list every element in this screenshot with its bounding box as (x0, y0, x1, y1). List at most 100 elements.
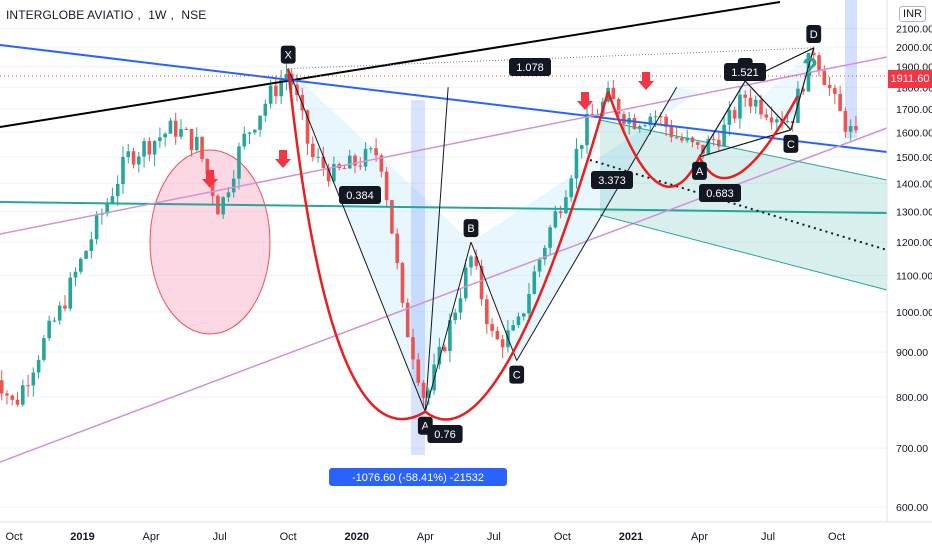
ratio-bc2-text: 3.373 (598, 175, 626, 187)
highlight-ellipse[interactable] (149, 149, 271, 335)
candle-body (695, 142, 700, 145)
candle-body (511, 325, 515, 331)
time-axis-bg (0, 522, 932, 550)
point-c2[interactable]: C (783, 134, 799, 153)
candle-body (822, 70, 827, 85)
ratio-bcd-text: 1.521 (731, 67, 759, 79)
blue-trendline[interactable] (0, 44, 888, 153)
candle-body (311, 143, 315, 158)
price-tick-label: 1200.00 (896, 237, 932, 249)
point-c2-bg (783, 134, 799, 153)
candle-body (500, 339, 505, 348)
candle-body (195, 136, 199, 151)
point-b1[interactable]: B (463, 219, 479, 238)
candle-body (717, 139, 721, 147)
candle-body (42, 338, 46, 360)
candle-body (405, 302, 410, 338)
ratio-xab[interactable]: 0.384 (339, 186, 381, 204)
candle-body (179, 128, 183, 137)
time-tick-label: Oct (554, 531, 571, 543)
channel-top (599, 119, 888, 181)
down-arrow-icon (638, 72, 654, 90)
candle-body (10, 395, 15, 400)
candle-body (427, 390, 431, 398)
ratio-xd[interactable]: 1.078 (509, 58, 551, 76)
price-axis[interactable]: 2100.002000.001900.001800.001700.001600.… (886, 0, 932, 550)
ratio-abc2[interactable]: 0.683 (699, 184, 741, 202)
currency-badge[interactable]: INR (899, 6, 926, 22)
candle-body (326, 167, 331, 182)
dotted-projection (589, 159, 888, 251)
candle-body (474, 256, 479, 267)
candle-body (242, 133, 247, 147)
candle-body (52, 320, 57, 322)
ratio-abc2-bg (699, 184, 741, 202)
candle-body (136, 156, 141, 165)
candle-body (342, 168, 347, 170)
point-x-bg (280, 45, 296, 64)
time-tick-label: Apr (143, 531, 160, 543)
ratio-bc2[interactable]: 3.373 (591, 171, 633, 189)
price-tick-label: 1500.00 (896, 152, 932, 164)
price-tick-label: 1600.00 (896, 127, 932, 139)
point-x[interactable]: X (280, 45, 296, 64)
candle-body (469, 256, 473, 268)
ratio-abc[interactable]: 0.76 (427, 425, 463, 443)
candle-body (458, 298, 463, 313)
candle-body (126, 151, 131, 158)
time-tick-label: Apr (417, 531, 434, 543)
candle-body (221, 197, 225, 215)
candle-body (253, 129, 257, 133)
time-tick-label: 2020 (345, 531, 369, 543)
question-mark: ? (802, 52, 818, 82)
measure-box[interactable] (411, 100, 425, 455)
candle-body (437, 346, 442, 365)
measure-box-2[interactable] (845, 0, 857, 138)
time-tick-label: Jul (213, 531, 227, 543)
point-a2[interactable]: A (692, 161, 707, 180)
candle-body (68, 277, 73, 309)
candle-body (479, 266, 484, 300)
candle-body (416, 359, 421, 383)
candle-body (701, 144, 705, 154)
point-c1-text: C (513, 370, 521, 382)
candle-body (379, 155, 384, 172)
current-price-tag: 1911.60 (888, 70, 932, 88)
violet-upper-line[interactable] (0, 56, 888, 235)
time-tick-label: 2021 (619, 531, 643, 543)
candle-body (674, 137, 679, 139)
candle-body (738, 94, 742, 119)
candle-body (411, 337, 415, 360)
candle-body (521, 313, 526, 317)
candle-body (89, 239, 94, 251)
time-axis[interactable]: Oct 2019 Apr Jul Oct 2020 Apr Jul Oct 2021 Apr Jul O… (0, 521, 932, 550)
black-trendline[interactable] (0, 1, 781, 128)
candle-body (643, 125, 647, 127)
candle-body (743, 94, 747, 98)
candle-body (527, 293, 531, 314)
candle-body (0, 380, 4, 394)
candle-body (711, 139, 716, 141)
point-d2-text: D (810, 29, 818, 41)
point-d2[interactable]: D (806, 24, 822, 43)
candle-body (543, 247, 547, 260)
point-c1[interactable]: C (509, 365, 525, 384)
price-tick-label: 900.00 (896, 347, 928, 359)
candle-body (833, 88, 837, 94)
measure-label[interactable]: -1076.60 (-58.41%) -21532 (329, 468, 507, 486)
candle-body (453, 312, 457, 321)
candle-body (611, 87, 616, 99)
ratio-xab-text: 0.384 (346, 190, 374, 202)
candle-body (36, 359, 41, 373)
time-tick-label: Oct (280, 531, 297, 543)
interval-label: 1W (148, 8, 167, 22)
candle-body (57, 305, 62, 321)
price-tick-label: 1100.00 (896, 270, 932, 282)
bcd-triangle (471, 87, 700, 361)
violet-lower-line[interactable] (0, 127, 888, 463)
candle-body (727, 110, 732, 125)
ratio-bcd[interactable]: 1.521 (724, 63, 766, 81)
candle-body (732, 110, 737, 119)
